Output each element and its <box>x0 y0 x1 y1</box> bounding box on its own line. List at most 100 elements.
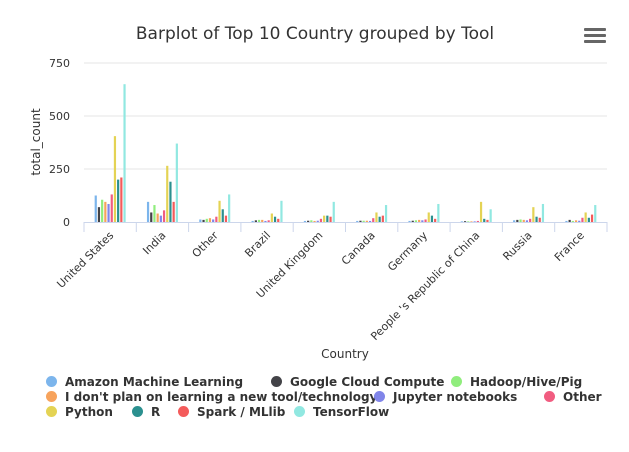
legend-marker-icon <box>294 406 305 417</box>
bar <box>313 220 316 222</box>
bar <box>254 220 257 222</box>
bar <box>117 179 120 222</box>
y-axis-title: total_count <box>29 108 43 176</box>
bar <box>434 218 437 222</box>
bar <box>479 201 483 222</box>
legend-label: Python <box>65 404 113 419</box>
bar <box>205 218 208 222</box>
bar <box>224 215 228 222</box>
bar <box>467 221 470 222</box>
legend-item[interactable]: Jupyter notebooks <box>374 390 544 404</box>
bar <box>356 220 359 222</box>
bar <box>94 195 97 222</box>
bar <box>525 220 529 222</box>
bar <box>150 212 153 222</box>
bar <box>411 220 414 222</box>
bar <box>578 220 581 222</box>
bar <box>110 194 113 222</box>
bar <box>574 220 578 222</box>
bar <box>375 212 378 222</box>
grid: 0 250 500 750 <box>49 57 607 229</box>
bar <box>362 220 365 222</box>
bar <box>264 220 267 222</box>
legend-label: Other <box>563 389 602 404</box>
bar <box>162 210 166 222</box>
legend-marker-icon <box>46 376 57 387</box>
legend-marker-icon <box>46 391 57 402</box>
bar <box>590 214 594 222</box>
legend-item[interactable]: I don't plan on learning a new tool/tech… <box>46 389 378 404</box>
legend-item[interactable]: Amazon Machine Learning <box>46 375 271 389</box>
bar <box>280 200 283 222</box>
legend-label: Google Cloud Compute <box>290 374 445 389</box>
bar <box>332 201 335 222</box>
x-tick-label: France <box>552 229 587 264</box>
bar <box>228 194 231 222</box>
bar <box>261 219 264 222</box>
bar <box>251 220 254 222</box>
y-tick-label: 250 <box>49 163 70 176</box>
legend-item[interactable]: Hadoop/Hive/Pig <box>451 375 591 389</box>
legend-item[interactable]: R <box>132 405 178 419</box>
bar <box>172 201 175 222</box>
bar <box>156 213 159 222</box>
bar <box>101 199 104 222</box>
legend-item[interactable]: Python <box>46 405 132 419</box>
bar <box>199 219 202 222</box>
bar <box>372 218 375 222</box>
legend-label: R <box>151 404 161 419</box>
bar <box>476 220 479 222</box>
x-tick-label: Russia <box>500 229 534 263</box>
bar <box>408 220 411 222</box>
legend-label: Amazon Machine Learning <box>65 374 244 389</box>
bar <box>571 220 574 222</box>
bar <box>418 219 421 222</box>
x-tick-label: Other <box>190 229 222 261</box>
x-tick-label: Brazil <box>242 229 273 260</box>
legend-marker-icon <box>374 391 385 402</box>
bar <box>169 181 172 222</box>
legend-item[interactable]: Google Cloud Compute <box>271 375 451 389</box>
bar <box>329 216 332 222</box>
bar <box>565 220 568 222</box>
bar <box>107 203 110 222</box>
chart-title: Barplot of Top 10 Country grouped by Too… <box>136 24 494 44</box>
bar <box>584 212 587 222</box>
bar <box>316 220 319 222</box>
y-tick-label: 500 <box>49 110 70 123</box>
bar <box>473 221 476 222</box>
legend-item[interactable]: TensorFlow <box>294 405 404 419</box>
bar <box>384 205 388 222</box>
hamburger-menu-icon[interactable] <box>584 28 606 46</box>
bar <box>463 221 467 222</box>
bar <box>437 203 440 222</box>
bar <box>159 215 162 222</box>
bar <box>516 219 519 222</box>
bar <box>303 220 307 222</box>
bar <box>427 212 430 222</box>
bar <box>120 177 123 222</box>
bars <box>94 84 597 222</box>
bar <box>519 219 522 222</box>
legend-item[interactable]: Other <box>544 390 604 404</box>
bar <box>175 143 178 222</box>
bar <box>460 221 463 222</box>
bar <box>532 207 535 222</box>
x-tick-label: India <box>140 229 168 257</box>
bar <box>310 220 313 222</box>
bar <box>378 216 381 222</box>
bar <box>319 218 323 222</box>
bar <box>513 220 516 222</box>
bar <box>202 219 205 222</box>
y-tick-label: 0 <box>63 216 70 229</box>
legend-label: I don't plan on learning a new tool/tech… <box>65 389 378 404</box>
bar <box>267 220 270 222</box>
x-tick-label: Canada <box>339 229 378 268</box>
legend-item[interactable]: Spark / MLlib <box>178 405 294 419</box>
bar <box>489 209 492 222</box>
bar <box>212 219 215 222</box>
x-tick-label: Germany <box>385 229 430 274</box>
bar <box>529 218 532 222</box>
legend-marker-icon <box>132 406 143 417</box>
